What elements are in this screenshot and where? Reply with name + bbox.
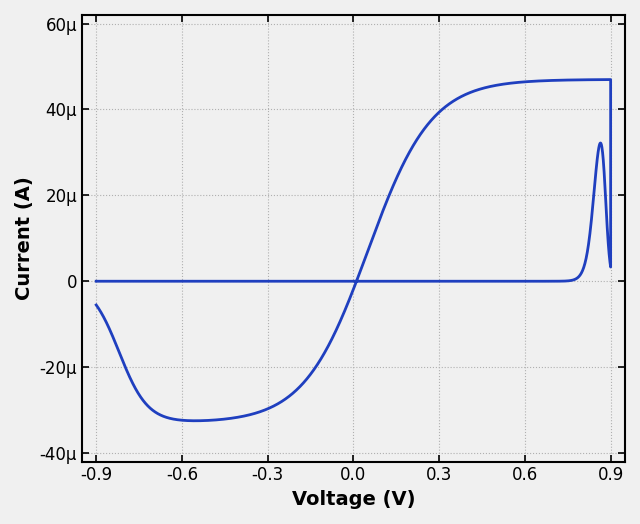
Y-axis label: Current (A): Current (A) (15, 177, 34, 300)
X-axis label: Voltage (V): Voltage (V) (292, 490, 415, 509)
